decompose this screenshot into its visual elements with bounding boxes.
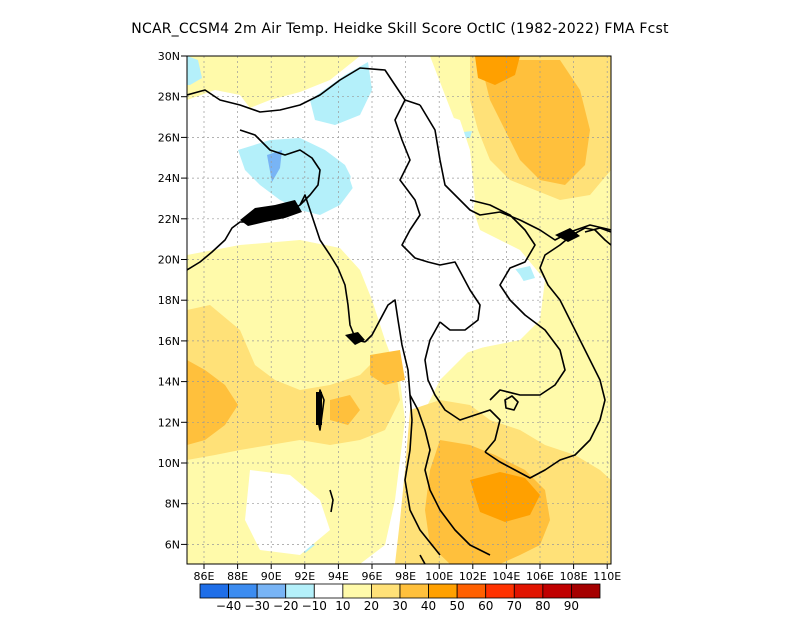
border-myanmar-east [394,99,481,331]
ganges-delta [240,200,302,226]
shade-north [187,56,360,108]
lat-label-20N: 20N [158,254,180,267]
colorbar-swatch [228,583,258,599]
colorbar-label: −40 [216,599,241,613]
colorbar-swatch [342,583,372,599]
shade-orange-bay [370,350,405,385]
lat-label-26N: 26N [158,131,180,144]
delta-patches [240,200,580,425]
colorbar-swatch [313,583,344,599]
shade-cyan-bengal [238,138,355,215]
coast-india-east [187,194,366,343]
shade-orange-bay2 [330,395,360,425]
colorbar-label: 80 [535,599,550,613]
colorbar-label: 40 [421,599,436,613]
colorbar-swatch [371,583,401,599]
shade-white-myanmar [350,110,535,355]
colorbar: −40 −30 −20 −10 10 20 30 40 50 60 70 80 90 [199,583,601,613]
lon-label-98E: 98E [395,570,416,583]
lat-label-12N: 12N [158,416,180,429]
colorbar-swatch [571,583,601,599]
lon-label-92E: 92E [294,570,315,583]
lon-label-94E: 94E [328,570,349,583]
latitude-labels: 30N 28N 26N 24N 22N 20N 18N 16N 14N 12N 10N 8N 6N [158,50,187,551]
colorbar-swatch [199,583,229,599]
island-nicobar [329,489,334,513]
lon-label-96E: 96E [362,570,383,583]
colorbar-swatch [428,583,458,599]
colorbar-swatch [256,583,287,599]
lat-label-14N: 14N [158,376,180,389]
plot-frame [186,55,612,565]
lon-label-90E: 90E [261,570,282,583]
border-bangladesh [239,129,321,206]
lon-label-110E: 110E [593,570,621,583]
tonle-sap [504,395,519,411]
colorbar-label: −30 [244,599,269,613]
lat-label-10N: 10N [158,457,180,470]
colorbar-swatch [542,583,572,599]
colorbar-label: 60 [478,599,493,613]
lon-label-100E: 100E [425,570,453,583]
skill-score-shading [187,56,611,564]
shade-orange-north [480,60,590,185]
red-river-delta [555,228,580,242]
colorbar-swatch [399,583,429,599]
shade-deep-orange-north [475,56,520,85]
border-laos [469,199,566,401]
lat-label-8N: 8N [165,498,180,511]
lon-label-102E: 102E [459,570,487,583]
colorbar-swatch [285,583,315,599]
coast-gulf-thailand [409,394,491,556]
shade-orange-west [187,360,238,445]
lat-label-18N: 18N [158,294,180,307]
colorbar-label: 20 [364,599,379,613]
lat-label-16N: 16N [158,335,180,348]
coast-malay [419,554,426,564]
lon-label-104E: 104E [492,570,520,583]
lat-label-6N: 6N [165,538,180,551]
shade-cyan-north [310,62,372,125]
shade-white-sw [245,470,330,555]
colorbar-label: 10 [335,599,350,613]
colorbar-label: 50 [450,599,465,613]
coast-myanmar [364,299,441,556]
coast-hainan [584,227,611,233]
colorbar-label: 30 [392,599,407,613]
colorbar-swatch [513,583,544,599]
colorbar-label: −20 [273,599,298,613]
border-himalaya [187,67,421,113]
lon-label-88E: 88E [227,570,248,583]
border-thailand [424,321,501,453]
irrawaddy-delta [345,332,365,345]
colorbar-label: 90 [564,599,579,613]
lon-label-106E: 106E [526,570,554,583]
shade-deep-orange-sea [470,472,540,522]
shade-blue-spot [267,150,282,182]
gridlines [187,56,611,564]
lon-label-86E: 86E [194,570,215,583]
lat-label-28N: 28N [158,91,180,104]
colorbar-label: −10 [302,599,327,613]
longitude-labels: 86E 88E 90E 92E 94E 96E 98E 100E 102E 104E 106E 108… [194,564,621,583]
andaman-isles [316,392,322,425]
lat-label-30N: 30N [158,50,180,63]
colorbar-swatch [456,583,487,599]
lat-label-24N: 24N [158,172,180,185]
shade-cyan-nw [187,56,202,85]
colorbar-swatch [485,583,515,599]
lon-label-108E: 108E [560,570,588,583]
colorbar-label: 70 [507,599,522,613]
chart-title: NCAR_CCSM4 2m Air Temp. Heidke Skill Sco… [131,21,669,37]
lat-label-22N: 22N [158,213,180,226]
